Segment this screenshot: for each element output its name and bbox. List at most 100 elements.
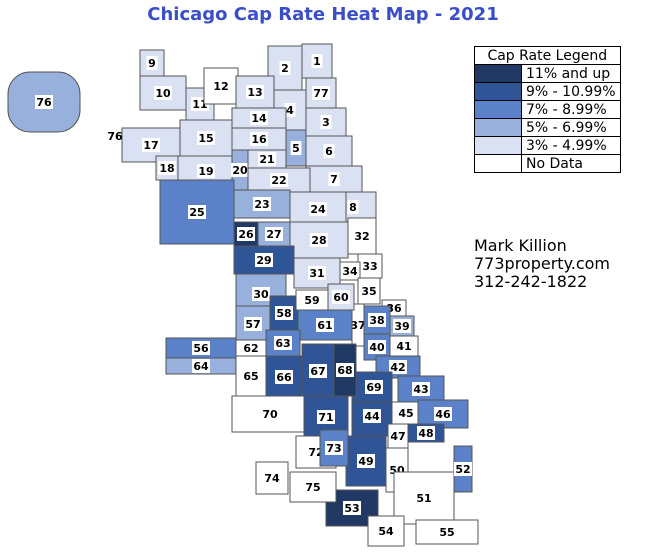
area-label-bg [258, 152, 276, 166]
area-label-bg [308, 266, 326, 280]
area-label-bg [311, 54, 323, 68]
area-label: 18 [159, 162, 174, 175]
community-area-65: 65 [235, 355, 267, 397]
area-label: 75 [305, 481, 320, 494]
area-label-bg [368, 340, 386, 354]
area-label: 33 [362, 260, 377, 273]
legend-swatch [474, 118, 522, 137]
area-label: 9 [148, 57, 156, 70]
area-label: 60 [333, 291, 349, 304]
area-label-bg [310, 233, 328, 247]
community-area-15: 15 [179, 119, 233, 157]
area-label: 27 [266, 228, 281, 241]
area-label: 39 [394, 320, 409, 333]
community-area-41: 41 [389, 335, 419, 357]
area-label: 64 [193, 360, 209, 373]
area-label: 65 [243, 370, 258, 383]
area-label-bg [417, 426, 435, 440]
legend-label: No Data [521, 154, 621, 173]
area-label-bg [389, 429, 407, 443]
area-label-bg [309, 364, 327, 378]
community-area-2: 2 [267, 45, 303, 91]
community-area-47: 47 [387, 423, 409, 449]
area-label: 71 [318, 411, 333, 424]
legend: Cap Rate Legend 11% and up 9% - 10.99% 7… [474, 46, 621, 173]
area-label-bg [377, 524, 395, 538]
community-area-28: 28 [289, 221, 349, 259]
area-label: 12 [213, 80, 228, 93]
area-label: 20 [232, 164, 248, 177]
area-label: 54 [378, 525, 394, 538]
community-area-16: 16 [231, 127, 287, 151]
area-label-bg [317, 410, 335, 424]
area-label-bg [246, 85, 264, 99]
community-area-57: 57 [235, 305, 271, 343]
community-area-75: 75 [289, 471, 337, 503]
area-shape [289, 191, 347, 227]
area-label-bg [255, 253, 273, 267]
community-area-64: 64 [165, 357, 237, 375]
area-label: 53 [344, 502, 359, 515]
community-area-54: 54 [367, 515, 405, 547]
contact-name: Mark Killion [474, 236, 567, 255]
area-label: 6 [325, 145, 333, 158]
area-label: 46 [435, 408, 451, 421]
community-area-8: 8 [329, 191, 377, 223]
area-label: 3 [322, 116, 330, 129]
legend-swatch [474, 82, 522, 101]
area-label: 34 [342, 265, 358, 278]
area-label-bg [360, 284, 378, 298]
area-label-bg [336, 363, 354, 377]
legend-swatch [474, 154, 522, 173]
area-label-bg [279, 61, 291, 75]
community-area-45: 45 [391, 401, 421, 425]
area-label: 30 [253, 288, 269, 301]
community-area-23: 23 [233, 189, 291, 219]
area-label-bg [270, 173, 288, 187]
area-label-bg [368, 313, 386, 327]
area-label: 66 [276, 371, 292, 384]
area-label-bg [250, 111, 268, 125]
legend-label: 9% - 10.99% [521, 82, 621, 101]
area-label: 25 [189, 206, 204, 219]
area-label: 47 [390, 430, 405, 443]
area-label: 77 [313, 87, 328, 100]
area-label: 22 [271, 174, 286, 187]
area-label-bg [316, 318, 334, 332]
area-label-bg [275, 306, 293, 320]
area-label: 67 [310, 365, 325, 378]
area-label: 40 [369, 341, 385, 354]
area-label: 19 [198, 165, 213, 178]
community-area-24: 24 [289, 191, 347, 227]
area-label-bg [320, 115, 332, 129]
area-label: 58 [276, 307, 291, 320]
area-label: 10 [155, 87, 171, 100]
legend-swatch [474, 100, 522, 119]
area-label: 45 [398, 407, 413, 420]
area-label: 57 [245, 318, 260, 331]
area-label-bg [328, 172, 340, 186]
community-area-20: 20 [231, 149, 249, 191]
area-label: 73 [326, 442, 341, 455]
area-label-bg [357, 454, 375, 468]
area-label: 61 [317, 319, 332, 332]
area-label-bg [363, 409, 381, 423]
area-label-bg [274, 336, 292, 350]
community-area-29: 29 [233, 245, 295, 275]
area-label-bg [242, 341, 260, 355]
area-label-bg [192, 341, 210, 355]
area-label: 48 [418, 427, 433, 440]
legend-label: 7% - 8.99% [521, 100, 621, 119]
community-area-32: 32 [347, 217, 377, 255]
community-area-77: 77 [305, 77, 337, 109]
area-label: 16 [251, 133, 267, 146]
community-area-7: 7 [305, 165, 363, 193]
legend-label: 5% - 6.99% [521, 118, 621, 137]
area-label-bg [343, 501, 361, 515]
area-label: 13 [247, 86, 262, 99]
community-area-67: 67 [301, 343, 335, 399]
community-area-56: 56 [165, 337, 237, 359]
community-area-61: 61 [297, 309, 353, 341]
community-area-26: 26 [233, 221, 259, 247]
area-label-bg [261, 407, 279, 421]
